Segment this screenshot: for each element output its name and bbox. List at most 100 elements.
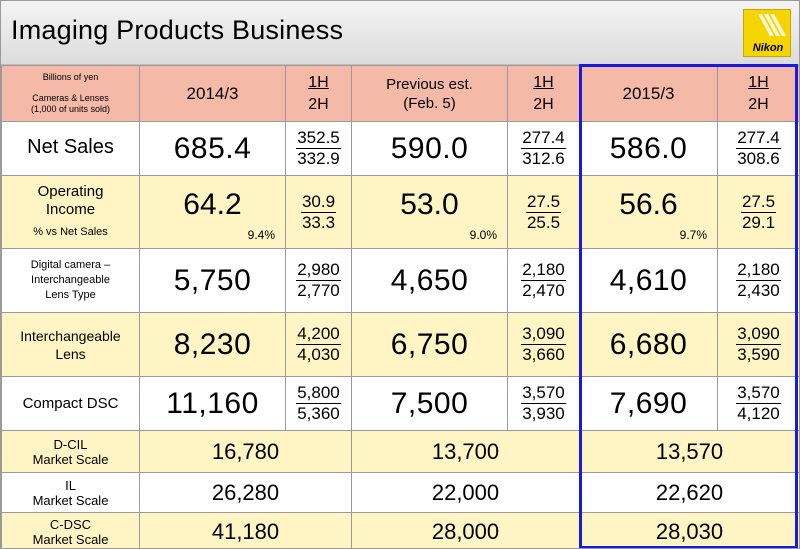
cell-half: 2,180 2,430: [717, 248, 799, 313]
dcil-label-3: Lens Type: [45, 289, 96, 301]
cell-half: 27.5 25.5: [507, 175, 580, 249]
net-sales-2014-2h: 332.9: [297, 149, 340, 168]
lens-2015-1h: 3,090: [736, 324, 781, 345]
col-2015-header: 2015/3: [579, 65, 718, 122]
cdsc-market-2015: 28,030: [655, 518, 724, 544]
cell-value: 28,000: [351, 512, 580, 548]
lens-prev-2h: 3,660: [522, 345, 565, 364]
cell-half: 3,090 3,590: [717, 312, 799, 377]
net-sales-2015-1h: 277.4: [736, 128, 781, 149]
nikon-logo: Nikon: [743, 9, 791, 57]
page-title: Imaging Products Business: [11, 15, 344, 45]
il-market-label-2: Market Scale: [32, 492, 109, 508]
dcil-2015-2h: 2,430: [737, 281, 780, 300]
cell-half: 277.4 312.6: [507, 121, 580, 176]
table-row-lens: Interchangeable Lens 8,230 4,200 4,030 6,…: [1, 312, 799, 377]
op-income-prev: 53.0: [400, 188, 459, 221]
table-row-dcil-market: D-CIL Market Scale 16,780 13,700 13,570: [1, 430, 799, 473]
net-sales-2014-1h: 352.5: [296, 128, 341, 149]
op-income-label: Operating: [37, 183, 104, 200]
lens-prev: 6,750: [390, 327, 469, 361]
dcil-label-2: Interchangeable: [31, 274, 110, 286]
dcil-market-2015: 13,570: [655, 438, 724, 464]
row-label: IL Market Scale: [1, 472, 140, 513]
dcil-2015: 4,610: [609, 263, 688, 297]
table-row-net-sales: Net Sales 685.4 352.5 332.9 590.0 277.4 31…: [1, 121, 799, 176]
cell-value: 64.2 9.4%: [139, 175, 286, 249]
cell-half: 30.9 33.3: [285, 175, 352, 249]
half-1h-label: 1H: [308, 73, 329, 91]
title-bar: Imaging Products Business Nikon: [1, 1, 799, 65]
cell-value: 7,690: [579, 376, 718, 431]
half-2h-label: 2H: [533, 95, 554, 113]
compact-2014-1h: 5,800: [296, 383, 341, 404]
compact-prev-2h: 3,930: [522, 404, 565, 423]
dcil-2015-1h: 2,180: [736, 260, 781, 281]
units-label: Billions of yen: [42, 72, 99, 82]
cell-half: 3,090 3,660: [507, 312, 580, 377]
dcil-market-label: D-CIL: [53, 436, 88, 452]
lens-label: Interchangeable: [20, 327, 121, 344]
op-income-2014-2h: 33.3: [301, 212, 336, 232]
dcil-2014-1h: 2,980: [296, 260, 341, 281]
cell-value: 685.4: [139, 121, 286, 176]
il-market-prev: 22,000: [431, 479, 500, 505]
net-sales-2015-2h: 308.6: [737, 149, 780, 168]
row-label: Operating Income % vs Net Sales: [1, 175, 140, 249]
cell-value: 586.0: [579, 121, 718, 176]
op-income-2014-1h: 30.9: [300, 191, 337, 213]
op-income-prev-2h: 25.5: [526, 212, 561, 232]
compact-2015-1h: 3,570: [736, 383, 781, 404]
cell-half: 277.4 308.6: [717, 121, 799, 176]
compact-prev-1h: 3,570: [521, 383, 566, 404]
dcil-prev: 4,650: [390, 263, 469, 297]
cell-value: 6,680: [579, 312, 718, 377]
cell-half: 2,180 2,470: [507, 248, 580, 313]
logo-stripes-icon: [758, 14, 786, 36]
op-income-prev-1h: 27.5: [525, 191, 562, 213]
cdsc-market-prev: 28,000: [431, 518, 500, 544]
cell-value: 26,280: [139, 472, 352, 513]
logo-text: Nikon: [752, 42, 784, 54]
lens-2015-2h: 3,590: [737, 345, 780, 364]
cell-value: 56.6 9.7%: [579, 175, 718, 249]
op-income-2015-1h: 27.5: [740, 191, 777, 213]
op-income-2015-2h: 29.1: [741, 212, 776, 232]
compact-2015-2h: 4,120: [737, 404, 780, 423]
lens-prev-1h: 3,090: [521, 324, 566, 345]
half-2h-label: 2H: [308, 95, 329, 113]
lens-2014: 8,230: [173, 327, 252, 361]
il-market-2015: 22,620: [655, 479, 724, 505]
cdsc-market-label-2: Market Scale: [32, 531, 109, 547]
cell-value: 4,650: [351, 248, 508, 313]
cdsc-market-2014: 41,180: [211, 518, 280, 544]
op-margin-prev: 9.0%: [469, 228, 497, 242]
lens-2014-1h: 4,200: [296, 324, 341, 345]
cell-value: 590.0: [351, 121, 508, 176]
cell-value: 7,500: [351, 376, 508, 431]
cell-value: 5,750: [139, 248, 286, 313]
half-2h-label: 2H: [748, 95, 769, 113]
dcil-label: Digital camera –: [30, 259, 111, 271]
row-label: D-CIL Market Scale: [1, 430, 140, 473]
lens-label-2: Lens: [55, 345, 86, 362]
cell-value: 13,700: [351, 430, 580, 473]
half-1h-label: 1H: [533, 73, 554, 91]
lens-2014-2h: 4,030: [297, 345, 340, 364]
col-2014-half-header: 1H 2H: [285, 65, 352, 122]
dcil-prev-1h: 2,180: [521, 260, 566, 281]
op-income-label-2: Income: [45, 201, 96, 218]
col-2015-label: 2015/3: [622, 83, 675, 103]
cell-value: 16,780: [139, 430, 352, 473]
lens-2015: 6,680: [609, 327, 688, 361]
table-row-cdsc-market: C-DSC Market Scale 41,180 28,000 28,030: [1, 512, 799, 548]
prev-est-date: (Feb. 5): [403, 94, 456, 112]
row-label: Net Sales: [1, 121, 140, 176]
op-income-2014: 64.2: [183, 188, 242, 221]
row-label: Compact DSC: [1, 376, 140, 431]
compact-prev: 7,500: [390, 386, 469, 420]
cell-value: 8,230: [139, 312, 286, 377]
col-2015-half-header: 1H 2H: [717, 65, 799, 122]
cell-value: 22,620: [579, 472, 799, 513]
